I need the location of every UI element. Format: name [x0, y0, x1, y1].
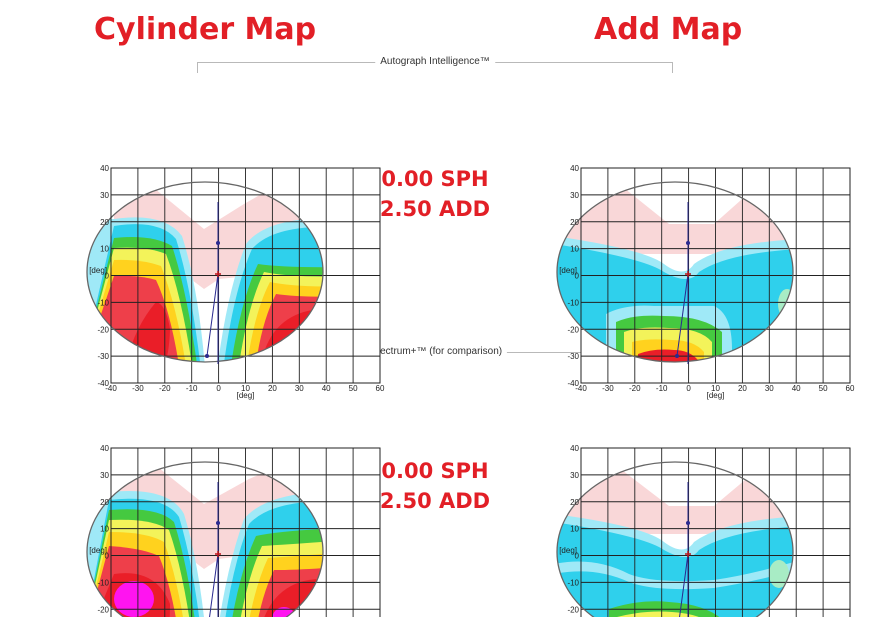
lens-outline	[556, 181, 794, 363]
y-tick-label: -40	[567, 379, 579, 388]
near-reference-point	[675, 354, 679, 358]
x-tick-label: -30	[132, 384, 144, 393]
fitting-cross	[685, 551, 691, 557]
x-tick-label: -10	[186, 384, 198, 393]
fitting-cross	[215, 551, 221, 557]
y-tick-label: -20	[567, 605, 579, 614]
add-value: 2.50 ADD	[379, 489, 491, 513]
corridor-line	[676, 273, 689, 357]
y-tick-label: -30	[97, 352, 109, 361]
lens-outline	[86, 461, 324, 617]
y-tick-label: 20	[100, 498, 109, 507]
sph-value: 0.00 SPH	[381, 167, 489, 191]
corridor-line	[206, 273, 219, 357]
plot-frame	[110, 447, 381, 617]
y-tick-label: 30	[570, 471, 579, 480]
y-tick-label: -30	[567, 352, 579, 361]
corridor-line	[209, 553, 219, 617]
plot-frame	[110, 167, 381, 384]
near-reference-point	[205, 354, 209, 358]
y-tick-label: -10	[97, 578, 109, 587]
x-tick-label: -40	[105, 384, 117, 393]
add-map-spectrum: -40-30-20-100102030405060403020100-10-20…	[556, 444, 851, 617]
x-tick-label: 50	[349, 384, 358, 393]
lens-outline	[86, 181, 324, 363]
y-tick-label: -20	[97, 605, 109, 614]
y-tick-label: 10	[570, 245, 579, 254]
add-contours	[557, 182, 793, 362]
cylinder-map-autograph: -40 -30 -20 -10 0 10 20 30 40 50 60 40 30 20 10 0 -10 -20…	[86, 164, 385, 400]
distance-reference-point	[216, 521, 220, 525]
y-tick-label: 30	[570, 191, 579, 200]
x-tick-label: 40	[792, 384, 801, 393]
x-tick-label: 20	[738, 384, 747, 393]
x-tick-label: -20	[159, 384, 171, 393]
y-tick-label: 10	[100, 245, 109, 254]
y-tick-label: 0	[575, 272, 580, 281]
cylinder-contours	[87, 462, 323, 617]
x-tick-label: 0	[686, 384, 691, 393]
x-tick-label: -20	[629, 384, 641, 393]
y-tick-label: 40	[570, 444, 579, 453]
section-label-autograph: Autograph Intelligence™	[375, 56, 495, 68]
y-tick-label: -10	[97, 298, 109, 307]
y-tick-label: 30	[100, 471, 109, 480]
lens-outline	[556, 461, 794, 617]
y-tick-label: 40	[100, 444, 109, 453]
prescription-spectrum: 0.00 SPH 2.50 ADD	[362, 456, 508, 516]
y-tick-label: 30	[100, 191, 109, 200]
x-axis-label: [deg]	[237, 391, 255, 400]
y-axis-label: [deg]	[559, 266, 577, 275]
prescription-autograph: 0.00 SPH 2.50 ADD	[362, 164, 508, 224]
section-label-spectrum: Spectrum+™ (for comparison)	[362, 346, 508, 358]
corridor-line	[679, 553, 689, 617]
y-tick-label: 40	[100, 164, 109, 173]
add-value: 2.50 ADD	[379, 197, 491, 221]
plot-frame	[580, 167, 851, 384]
distance-reference-point	[686, 241, 690, 245]
y-tick-label: 10	[100, 525, 109, 534]
y-tick-label: 0	[575, 552, 580, 561]
y-tick-label: -20	[567, 325, 579, 334]
x-tick-label: -40	[575, 384, 587, 393]
y-tick-label: 20	[100, 218, 109, 227]
x-tick-label: 20	[268, 384, 277, 393]
distance-reference-point	[216, 241, 220, 245]
x-tick-label: 10	[241, 384, 250, 393]
y-tick-label: 20	[570, 218, 579, 227]
y-tick-label: -10	[567, 298, 579, 307]
add-map-heading: Add Map	[594, 12, 743, 47]
y-tick-label: -10	[567, 578, 579, 587]
x-tick-label: 30	[295, 384, 304, 393]
y-tick-label: -40	[97, 379, 109, 388]
x-tick-label: 30	[765, 384, 774, 393]
y-tick-label: 20	[570, 498, 579, 507]
y-tick-label: 10	[570, 525, 579, 534]
cylinder-map-heading: Cylinder Map	[94, 12, 317, 47]
x-tick-label: -10	[656, 384, 668, 393]
x-tick-label: 60	[846, 384, 855, 393]
y-tick-label: 40	[570, 164, 579, 173]
x-tick-label: 40	[322, 384, 331, 393]
y-tick-label: -20	[97, 325, 109, 334]
y-axis-label: [deg]	[89, 546, 107, 555]
x-tick-label: 60	[376, 384, 385, 393]
distance-reference-point	[686, 521, 690, 525]
fitting-cross	[215, 271, 221, 277]
x-tick-label: 0	[216, 384, 221, 393]
cylinder-map-spectrum: -40-30-20-100102030405060403020100-10-20…	[86, 444, 381, 617]
x-axis-label: [deg]	[707, 391, 725, 400]
x-tick-label: -30	[602, 384, 614, 393]
y-axis-label: [deg]	[89, 266, 107, 275]
fitting-cross	[685, 271, 691, 277]
x-tick-label: 50	[819, 384, 828, 393]
y-tick-label: 0	[105, 272, 110, 281]
plot-frame	[580, 447, 851, 617]
y-axis-label: [deg]	[559, 546, 577, 555]
sph-value: 0.00 SPH	[381, 459, 489, 483]
y-tick-label: 0	[105, 552, 110, 561]
add-map-autograph: -40 -30 -20 -10 0 10 20 30 40 50 60 40 30 20 10 0 -10 -20…	[556, 164, 855, 400]
x-tick-label: 10	[711, 384, 720, 393]
